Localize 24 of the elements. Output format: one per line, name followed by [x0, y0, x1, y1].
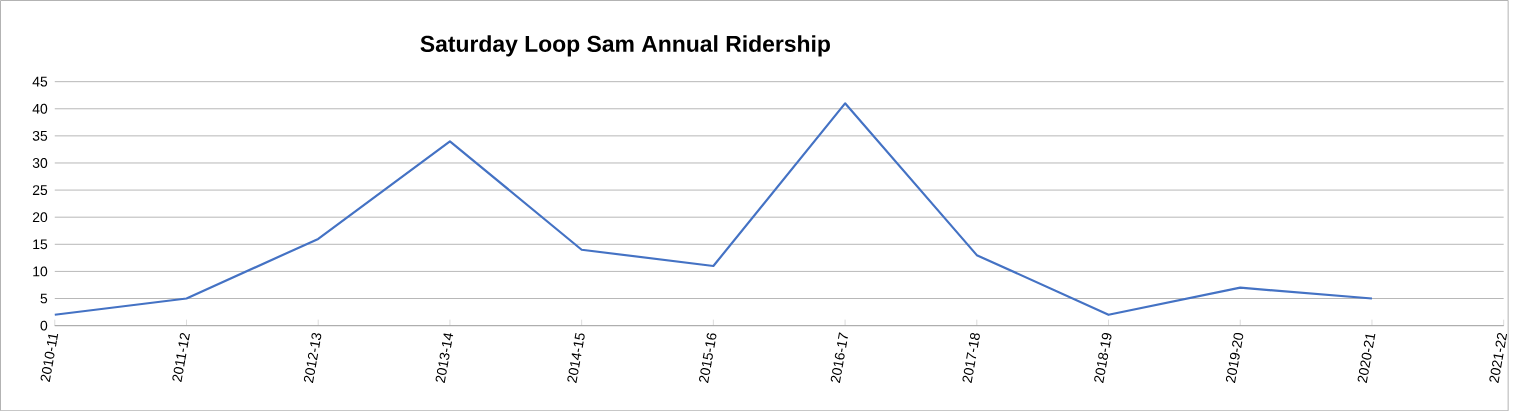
y-tick-label: 25 [32, 185, 48, 195]
x-tick-label: 2021-22 [1489, 332, 1508, 383]
y-tick-label: 10 [33, 266, 48, 277]
x-tick-label: 2013-14 [435, 333, 454, 383]
y-tick-label: 20 [32, 212, 48, 222]
y-tick-label: 0 [40, 320, 48, 331]
x-tick-label: 2014-15 [567, 332, 585, 383]
y-tick-label: 15 [33, 239, 48, 250]
x-tick-label: 2016-17 [830, 332, 848, 383]
y-tick-label: 40 [32, 103, 48, 114]
x-tick-label: 2011-12 [172, 332, 190, 382]
y-tick-label: 45 [32, 76, 48, 87]
y-tick-label: 35 [32, 130, 48, 141]
y-tick-label: 5 [40, 293, 48, 304]
x-tick-label: 2018-19 [1094, 332, 1112, 383]
line-series [53, 102, 1374, 316]
y-tick-label: 30 [32, 157, 48, 168]
x-tick-label: 2015-16 [699, 332, 717, 383]
x-tick-label: 2017-18 [962, 332, 980, 383]
x-tick-label: 2020-21 [1357, 333, 1376, 383]
x-tick-label: 2012-13 [303, 332, 322, 383]
x-tick-label: 2010-11 [40, 333, 59, 382]
chart-title: Saturday Loop Sam Annual Ridership [420, 35, 830, 57]
x-tick-label: 2019-20 [1225, 332, 1244, 383]
